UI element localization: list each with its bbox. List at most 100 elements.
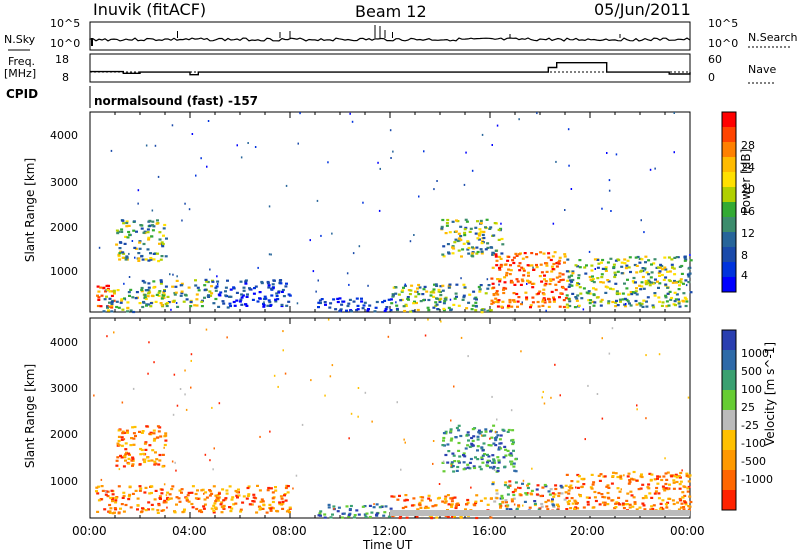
velocity-scatter-cell	[132, 443, 136, 446]
velocity-scatter-cell	[665, 505, 668, 508]
velocity-scatter-cell	[128, 453, 131, 456]
power-scatter-cell	[552, 222, 555, 225]
velocity-scatter-cell	[396, 401, 398, 404]
power-scatter-cell	[588, 275, 592, 279]
power-scatter-cell	[195, 293, 199, 296]
power-scatter-cell	[194, 279, 197, 282]
velocity-scatter-cell	[511, 438, 515, 442]
velocity-scatter-cell	[505, 505, 509, 508]
velocity-scatter-cell	[554, 487, 558, 491]
velocity-scatter-cell	[257, 505, 261, 508]
power-scatter-cell	[208, 290, 212, 293]
power-scatter-cell	[445, 224, 449, 227]
power-scatter-cell	[355, 309, 359, 312]
velocity-scatter-cell	[582, 483, 586, 486]
power-scatter-cell	[146, 289, 150, 292]
velocity-scatter-cell	[126, 431, 129, 434]
velocity-scatter-cell	[365, 512, 369, 515]
power-scatter-cell	[149, 252, 152, 255]
power-scatter-cell	[558, 259, 562, 262]
velocity-scatter-cell	[466, 501, 470, 504]
velocity-scatter-cell	[96, 492, 100, 495]
power-scatter-cell	[468, 293, 472, 296]
velocity-scatter-cell	[497, 459, 501, 462]
power-scatter-cell	[334, 308, 338, 311]
velocity-scatter-cell	[489, 516, 493, 519]
velocity-scatter-cell	[480, 457, 484, 461]
power-scatter-cell	[163, 223, 167, 227]
power-scatter-cell	[224, 294, 228, 297]
velocity-scatter-cell	[271, 491, 275, 494]
power-scatter-cell	[510, 281, 514, 284]
velocity-scatter-cell	[124, 503, 128, 507]
power-scatter-cell	[663, 256, 667, 259]
power-scatter-cell	[414, 290, 417, 293]
power-scatter-cell	[492, 234, 496, 237]
velocity-scatter-cell	[363, 505, 367, 508]
power-scatter-cell	[510, 305, 514, 308]
power-scatter-cell	[614, 305, 618, 308]
power-scatter-cell	[514, 252, 518, 255]
power-scatter-cell	[285, 304, 289, 307]
velocity-scatter-cell	[114, 508, 118, 511]
velocity-scatter-cell	[687, 485, 691, 489]
power-scatter-cell	[400, 290, 404, 293]
velocity-scatter-cell	[95, 486, 99, 489]
power-scatter-cell	[553, 251, 557, 254]
velocity-scatter-cell	[453, 496, 457, 499]
power-cbar-tick: 24	[741, 161, 755, 174]
velocity-scatter-cell	[122, 491, 126, 494]
velocity-scatter-cell	[552, 495, 556, 498]
power-scatter-cell	[679, 281, 683, 284]
nsky-panel-frame	[89, 21, 691, 51]
power-scatter-cell	[119, 301, 123, 304]
power-scatter-cell	[394, 286, 398, 289]
velocity-scatter-cell	[462, 452, 466, 455]
velocity-scatter-cell	[442, 432, 446, 435]
power-scatter-cell	[628, 256, 632, 259]
power-scatter-cell	[279, 279, 283, 282]
power-scatter-cell	[582, 287, 586, 290]
velocity-scatter-cell	[132, 387, 135, 390]
power-ytick: 4000	[50, 129, 78, 142]
velocity-scatter-cell	[499, 434, 503, 437]
velocity-scatter-cell	[214, 500, 218, 503]
velocity-scatter-cell	[163, 499, 167, 502]
power-scatter-cell	[564, 288, 568, 291]
power-scatter-cell	[439, 294, 443, 297]
power-scatter-cell	[513, 283, 517, 286]
power-scatter-cell	[181, 219, 183, 222]
velocity-scatter-cell	[392, 495, 396, 498]
velocity-scatter-cell	[457, 424, 461, 427]
power-scatter-cell	[657, 266, 660, 269]
power-scatter-cell	[147, 259, 151, 262]
velocity-scatter-cell	[164, 439, 168, 442]
velocity-scatter-cell	[404, 441, 406, 444]
velocity-scatter-cell	[505, 501, 508, 504]
power-scatter-cell	[479, 248, 483, 251]
power-scatter-cell	[461, 298, 465, 301]
power-scatter-cell	[606, 286, 610, 289]
power-scatter-cell	[124, 298, 127, 301]
velocity-scatter-cell	[229, 510, 233, 513]
velocity-scatter-cell	[600, 493, 604, 496]
power-scatter-cell	[107, 309, 110, 312]
velocity-scatter-cell	[125, 451, 128, 454]
power-scatter-cell	[120, 298, 124, 301]
power-scatter-cell	[463, 286, 467, 289]
power-scatter-cell	[161, 245, 165, 248]
nsky-tick-top: 10^5	[50, 17, 81, 30]
power-scatter-cell	[685, 284, 688, 287]
power-scatter-cell	[465, 307, 469, 310]
velocity-scatter-cell	[127, 498, 131, 501]
velocity-scatter-cell	[131, 492, 135, 495]
velocity-scatter-cell	[614, 506, 618, 509]
power-scatter-cell	[664, 268, 668, 271]
power-scatter-cell	[206, 280, 210, 284]
power-scatter-cell	[240, 296, 244, 299]
power-scatter-cell	[432, 306, 436, 309]
power-scatter-cell	[568, 300, 572, 303]
velocity-scatter-cell	[603, 496, 607, 499]
velocity-scatter-cell	[687, 475, 691, 478]
velocity-scatter-cell	[282, 349, 284, 352]
